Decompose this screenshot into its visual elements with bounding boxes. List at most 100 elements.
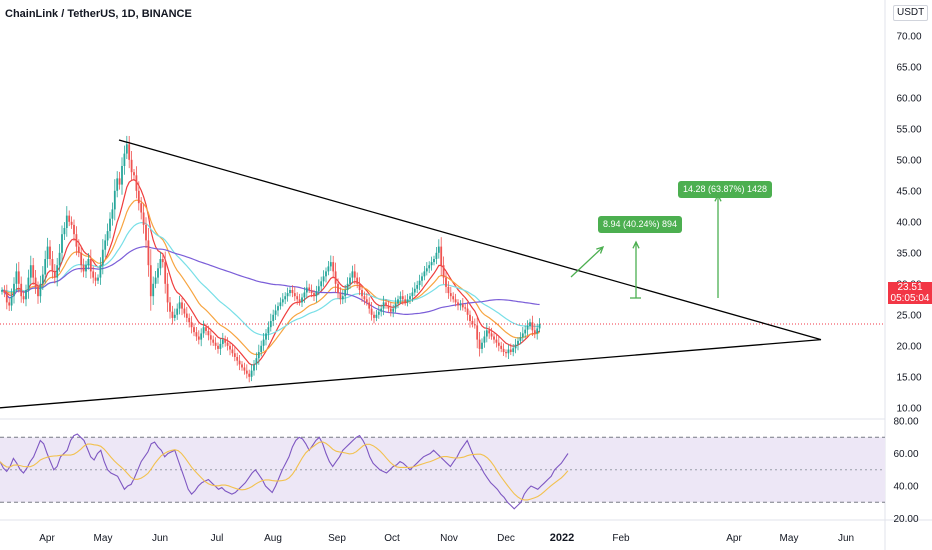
candle-body — [130, 159, 133, 173]
candle-body — [339, 293, 342, 300]
candle-body — [517, 340, 519, 345]
candle-body — [370, 308, 373, 315]
candle-body — [521, 333, 524, 338]
price-tick-label: 60.00 — [896, 93, 921, 104]
candle-body — [20, 283, 23, 297]
candle-body — [226, 342, 229, 346]
candle-body — [428, 265, 431, 269]
candle-body — [17, 271, 20, 284]
candle-body — [209, 335, 212, 340]
price-tick-label: 10.00 — [896, 403, 921, 414]
candle-body — [423, 271, 426, 277]
candle-countdown: 05:05:04 — [890, 293, 930, 304]
candle-body — [238, 360, 241, 365]
candle-body — [334, 271, 337, 284]
candle-body — [433, 259, 435, 263]
candle-body — [337, 283, 339, 294]
candle-body — [301, 297, 303, 303]
candle-body — [135, 175, 138, 191]
candle-body — [473, 324, 476, 326]
rsi-tick-label: 40.00 — [893, 482, 918, 493]
candle-body — [397, 299, 399, 304]
time-tick-label: May — [780, 533, 799, 544]
candle-body — [250, 370, 253, 377]
candle-body — [32, 265, 35, 278]
candle-body — [399, 296, 402, 300]
candle-body — [356, 277, 359, 284]
candle-body — [322, 276, 325, 282]
candle-body — [260, 345, 263, 352]
target2-label[interactable]: 14.28 (63.87%) 1428 — [678, 181, 773, 198]
candle-body — [421, 276, 423, 281]
rsi-tick-label: 20.00 — [893, 514, 918, 525]
candle-body — [121, 166, 123, 185]
candle-body — [111, 209, 114, 219]
candle-body — [257, 352, 260, 359]
candle-body — [197, 336, 200, 340]
candle-body — [329, 262, 332, 267]
candle-body — [142, 212, 145, 225]
candle-body — [459, 304, 462, 306]
candle-body — [229, 345, 231, 350]
target1-label[interactable]: 8.94 (40.24%) 894 — [598, 216, 683, 233]
candle-body — [202, 327, 205, 334]
symbol-title[interactable]: ChainLink / TetherUS, 1D, BINANCE — [5, 8, 192, 20]
candle-body — [269, 321, 272, 328]
candle-body — [418, 280, 421, 286]
projection-arrows — [570, 193, 722, 299]
candle-body — [195, 332, 198, 337]
candle-body — [481, 342, 483, 349]
candle-body — [159, 259, 162, 269]
candle-body — [68, 215, 71, 222]
time-tick-label: Dec — [497, 533, 515, 544]
upper-trendline — [118, 139, 822, 341]
candle-body — [224, 339, 227, 343]
candle-body — [70, 221, 73, 225]
candle-body — [505, 352, 507, 354]
candle-body — [387, 305, 390, 309]
candle-body — [445, 277, 447, 287]
candle-body — [519, 337, 522, 341]
time-tick-label: Jun — [838, 533, 854, 544]
candle-body — [56, 265, 59, 278]
candle-body — [46, 246, 49, 259]
candle-body — [152, 283, 155, 297]
candle-body — [413, 288, 416, 293]
triangle-trendlines — [0, 139, 822, 409]
candle-body — [457, 302, 459, 306]
candle-body — [526, 325, 529, 330]
candle-body — [483, 336, 486, 343]
candle-body — [118, 178, 121, 185]
axes: 70.00 65.00 60.00 55.00 50.00 45.00 40.00 35.00… — [39, 31, 922, 544]
candle-body — [286, 293, 289, 297]
price-tick-label: 55.00 — [896, 124, 921, 135]
candle-body — [255, 358, 258, 365]
candle-body — [442, 265, 445, 278]
rsi-band-fill — [0, 437, 885, 503]
candle-body — [133, 172, 135, 176]
candle-body — [440, 246, 443, 266]
candle-body — [13, 283, 15, 297]
candle-body — [39, 283, 42, 297]
candle-body — [308, 287, 311, 290]
candle-body — [365, 299, 368, 303]
candle-body — [375, 314, 378, 318]
currency-unit-label[interactable]: USDT — [893, 5, 929, 21]
candle-body — [298, 299, 301, 303]
candle-body — [277, 306, 279, 311]
candle-body — [82, 265, 85, 272]
candle-body — [183, 308, 186, 314]
candle-body — [176, 308, 179, 315]
candle-body — [274, 310, 277, 315]
candle-body — [452, 296, 455, 300]
candle-body — [471, 321, 474, 325]
candle-body — [289, 290, 291, 294]
candle-body — [514, 344, 517, 349]
candle-body — [241, 364, 243, 368]
candle-body — [394, 303, 397, 309]
candle-body — [157, 268, 159, 278]
candle-body — [296, 296, 299, 300]
candle-body — [265, 333, 267, 340]
candle-body — [169, 302, 171, 312]
